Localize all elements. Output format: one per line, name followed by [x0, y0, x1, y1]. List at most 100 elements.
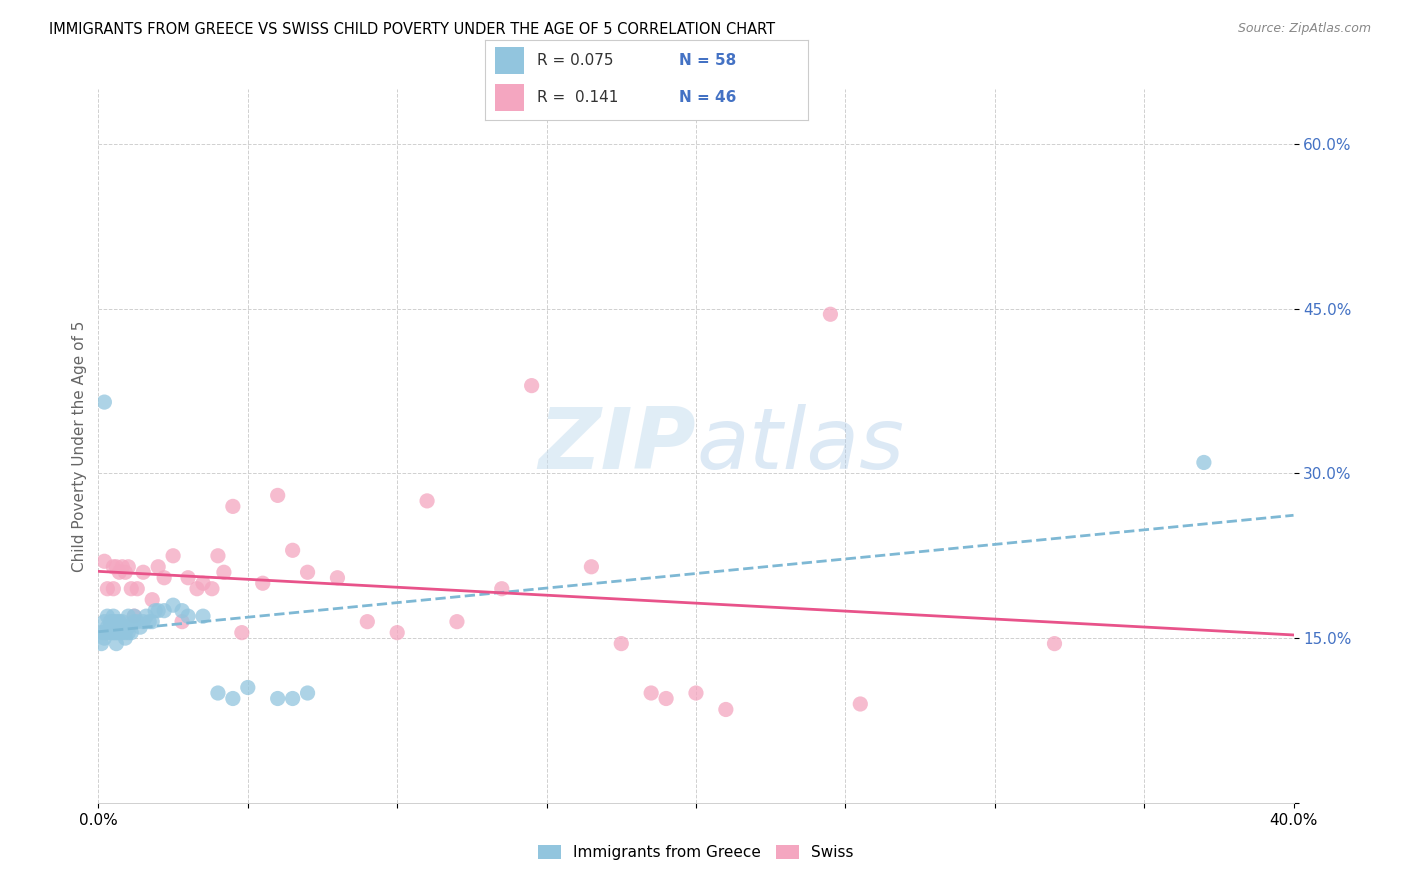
Point	[610, 637, 633, 651]
Point	[172, 615, 194, 629]
Point	[96, 620, 118, 634]
Point	[231, 625, 253, 640]
Point	[191, 609, 214, 624]
Point	[581, 559, 603, 574]
Point	[655, 691, 678, 706]
Point	[108, 625, 131, 640]
Point	[103, 615, 125, 629]
Point	[105, 615, 128, 629]
Point	[820, 307, 842, 321]
Point	[201, 582, 224, 596]
Point	[105, 625, 128, 640]
Point	[98, 615, 122, 629]
Point	[90, 637, 112, 651]
Point	[1192, 455, 1215, 469]
Point	[98, 620, 122, 634]
Point	[96, 582, 118, 596]
Point	[385, 625, 409, 640]
Point	[120, 625, 142, 640]
Legend: Immigrants from Greece, Swiss: Immigrants from Greece, Swiss	[531, 839, 860, 866]
Text: R = 0.075: R = 0.075	[537, 54, 613, 68]
Point	[191, 576, 214, 591]
Point	[141, 615, 163, 629]
Point	[124, 609, 146, 624]
Point	[212, 566, 235, 580]
Point	[117, 559, 139, 574]
Point	[236, 681, 259, 695]
Point	[297, 686, 319, 700]
Point	[111, 625, 134, 640]
Point	[103, 625, 125, 640]
Point	[148, 559, 170, 574]
Point	[111, 615, 134, 629]
Point	[153, 604, 176, 618]
Point	[207, 686, 229, 700]
Point	[416, 494, 439, 508]
Point	[127, 615, 149, 629]
Point	[132, 566, 155, 580]
Point	[640, 686, 662, 700]
Point	[177, 609, 200, 624]
Text: IMMIGRANTS FROM GREECE VS SWISS CHILD POVERTY UNDER THE AGE OF 5 CORRELATION CHA: IMMIGRANTS FROM GREECE VS SWISS CHILD PO…	[49, 22, 775, 37]
Point	[135, 609, 157, 624]
Point	[108, 566, 131, 580]
Point	[114, 625, 136, 640]
Point	[96, 609, 118, 624]
Point	[105, 637, 128, 651]
Point	[98, 625, 122, 640]
Text: R =  0.141: R = 0.141	[537, 90, 619, 105]
Point	[105, 559, 128, 574]
Point	[252, 576, 274, 591]
Point	[356, 615, 378, 629]
Text: ZIP: ZIP	[538, 404, 696, 488]
Point	[267, 488, 290, 502]
Point	[685, 686, 707, 700]
Point	[93, 615, 115, 629]
Point	[281, 543, 304, 558]
Point	[111, 620, 134, 634]
Point	[132, 615, 155, 629]
Point	[114, 631, 136, 645]
Point	[520, 378, 543, 392]
Point	[93, 554, 115, 568]
Text: N = 46: N = 46	[679, 90, 737, 105]
Point	[714, 702, 737, 716]
Point	[120, 582, 142, 596]
Point	[117, 620, 139, 634]
Point	[129, 620, 152, 634]
Point	[297, 566, 319, 580]
Point	[141, 592, 163, 607]
Point	[117, 625, 139, 640]
Point	[117, 609, 139, 624]
Y-axis label: Child Poverty Under the Age of 5: Child Poverty Under the Age of 5	[72, 320, 87, 572]
Text: N = 58: N = 58	[679, 54, 737, 68]
Point	[326, 571, 349, 585]
Point	[148, 604, 170, 618]
Point	[124, 609, 146, 624]
Point	[162, 549, 184, 563]
Point	[103, 609, 125, 624]
Text: atlas: atlas	[696, 404, 904, 488]
Point	[1043, 637, 1066, 651]
Point	[124, 615, 146, 629]
Point	[114, 566, 136, 580]
Text: Source: ZipAtlas.com: Source: ZipAtlas.com	[1237, 22, 1371, 36]
Point	[849, 697, 872, 711]
Point	[186, 582, 208, 596]
Point	[93, 631, 115, 645]
Point	[281, 691, 304, 706]
Point	[172, 604, 194, 618]
Point	[105, 620, 128, 634]
Point	[267, 691, 290, 706]
Point	[105, 625, 128, 640]
Bar	[495, 85, 524, 111]
Point	[143, 604, 166, 618]
Point	[103, 582, 125, 596]
Point	[90, 625, 112, 640]
Bar	[495, 47, 524, 74]
Point	[93, 395, 115, 409]
Point	[96, 625, 118, 640]
Point	[103, 625, 125, 640]
Point	[162, 598, 184, 612]
Point	[222, 691, 245, 706]
